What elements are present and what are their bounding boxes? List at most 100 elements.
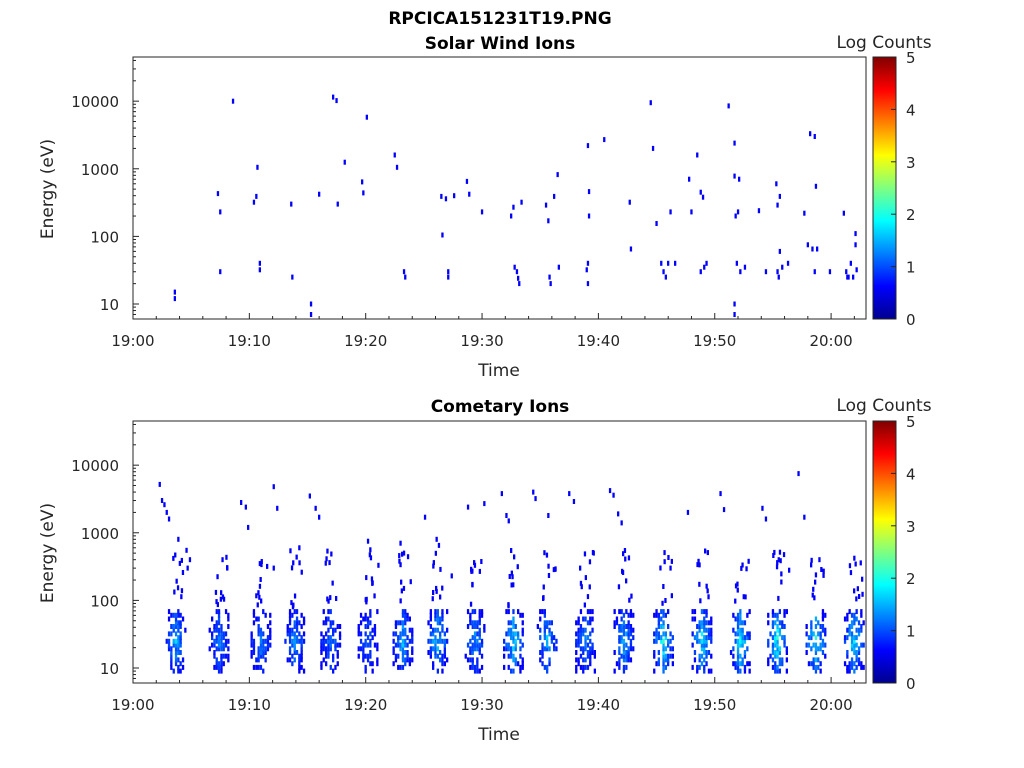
data-cell bbox=[629, 657, 633, 663]
data-cell bbox=[814, 664, 818, 670]
data-cell bbox=[401, 551, 404, 557]
data-cell bbox=[767, 642, 770, 648]
data-cell bbox=[177, 664, 180, 670]
data-cell bbox=[853, 668, 856, 674]
data-cell bbox=[365, 114, 368, 120]
data-cell bbox=[436, 612, 439, 618]
data-cell bbox=[781, 264, 784, 270]
data-cell bbox=[667, 609, 670, 615]
data-cell bbox=[550, 635, 553, 641]
data-cell bbox=[667, 657, 670, 663]
data-cell bbox=[439, 650, 442, 655]
data-cell bbox=[620, 653, 623, 659]
data-cell bbox=[217, 635, 221, 641]
data-cell bbox=[515, 269, 519, 275]
data-cell bbox=[629, 609, 633, 615]
data-cell bbox=[402, 269, 406, 275]
data-cell bbox=[547, 563, 550, 569]
data-cell bbox=[819, 631, 822, 637]
data-cell bbox=[703, 657, 706, 663]
data-cell bbox=[288, 631, 292, 637]
data-cell bbox=[376, 609, 379, 615]
data-cell bbox=[707, 668, 711, 674]
data-cell bbox=[786, 260, 790, 266]
data-cell bbox=[778, 193, 781, 199]
data-cell bbox=[507, 518, 510, 524]
data-cell bbox=[710, 631, 713, 637]
data-cell bbox=[434, 638, 437, 644]
data-cell bbox=[548, 620, 551, 626]
data-cell bbox=[586, 260, 590, 266]
data-cell bbox=[473, 560, 476, 566]
data-cell bbox=[406, 635, 409, 641]
data-cell bbox=[471, 620, 474, 626]
data-cell bbox=[215, 646, 218, 652]
data-cell bbox=[608, 488, 612, 494]
data-cell bbox=[622, 642, 626, 648]
data-cell bbox=[441, 661, 444, 667]
data-cell bbox=[434, 612, 437, 618]
data-cell bbox=[624, 556, 627, 562]
data-cell bbox=[441, 616, 444, 622]
data-cell bbox=[503, 664, 506, 670]
data-cell bbox=[669, 631, 672, 637]
data-cell bbox=[774, 642, 777, 648]
data-cell bbox=[174, 620, 178, 626]
data-cell bbox=[429, 650, 432, 655]
data-cell bbox=[394, 642, 398, 648]
data-cell bbox=[748, 609, 751, 615]
data-cell bbox=[399, 646, 402, 652]
data-cell bbox=[655, 221, 658, 226]
data-cell bbox=[400, 579, 403, 585]
data-cell bbox=[439, 631, 442, 637]
data-cell bbox=[176, 585, 180, 591]
panel-title: Cometary Ions bbox=[431, 397, 570, 417]
data-cell bbox=[325, 616, 328, 622]
data-cell bbox=[512, 653, 515, 659]
data-cell bbox=[215, 599, 218, 605]
data-cell bbox=[819, 646, 822, 652]
data-cell bbox=[771, 664, 775, 670]
data-cell bbox=[743, 668, 747, 674]
data-cell bbox=[399, 562, 402, 568]
colorbar-tick-label: 1 bbox=[906, 259, 916, 277]
data-cell bbox=[671, 661, 674, 667]
data-cell bbox=[327, 609, 330, 615]
data-cell bbox=[255, 664, 258, 670]
data-cell bbox=[776, 668, 779, 674]
colorbar-tick-label: 2 bbox=[906, 206, 916, 224]
data-cell bbox=[698, 581, 701, 587]
data-cell bbox=[361, 179, 364, 185]
data-cell bbox=[813, 134, 816, 139]
data-cell bbox=[618, 650, 621, 655]
data-cell bbox=[177, 620, 180, 626]
data-cell bbox=[618, 627, 621, 633]
data-cell bbox=[291, 627, 294, 633]
data-cell bbox=[629, 624, 633, 629]
data-cell bbox=[174, 653, 178, 659]
data-cell bbox=[256, 164, 259, 170]
data-cell bbox=[513, 554, 516, 560]
data-cell bbox=[613, 609, 616, 615]
data-cell bbox=[435, 536, 438, 542]
data-cell bbox=[662, 584, 665, 589]
data-cell bbox=[510, 548, 513, 553]
data-cell bbox=[577, 642, 580, 648]
data-cell bbox=[331, 580, 334, 586]
data-cell bbox=[298, 657, 301, 663]
data-cell bbox=[434, 550, 437, 556]
data-cell bbox=[327, 627, 330, 633]
data-cell bbox=[216, 191, 220, 197]
data-cell bbox=[848, 631, 851, 637]
data-cell bbox=[366, 642, 370, 648]
data-cell bbox=[401, 642, 405, 648]
colorbar-label: Log Counts bbox=[836, 33, 931, 53]
data-cell bbox=[224, 631, 228, 637]
data-cell bbox=[630, 593, 633, 599]
data-cell bbox=[739, 620, 742, 626]
data-cell bbox=[671, 646, 674, 652]
data-cell bbox=[220, 668, 223, 674]
data-cell bbox=[627, 653, 630, 659]
data-cell bbox=[669, 565, 672, 571]
data-cell bbox=[541, 661, 544, 667]
